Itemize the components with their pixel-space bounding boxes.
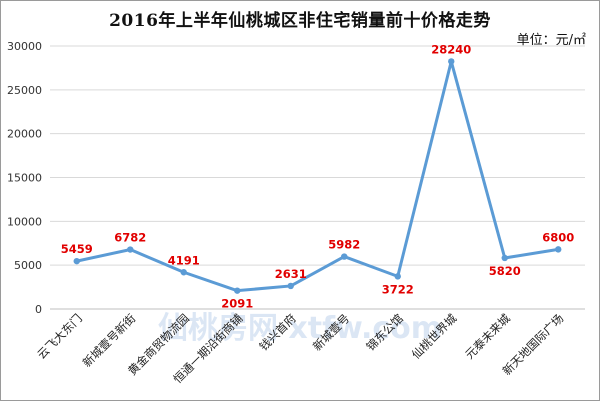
data-point (341, 253, 348, 260)
data-point (127, 246, 134, 253)
y-tick-label: 10000 (7, 215, 42, 228)
watermark-text: 仙桃房网 xtfw.com (158, 311, 442, 346)
data-point (394, 273, 401, 280)
data-point (234, 287, 241, 294)
data-point (448, 58, 455, 65)
data-label: 4191 (168, 253, 200, 267)
x-tick-label: 新城壹号新街 (80, 311, 139, 370)
series-line (76, 59, 559, 293)
x-tick-label: 元泰未来城 (462, 311, 513, 362)
y-tick-label: 20000 (7, 128, 42, 141)
y-tick-label: 30000 (7, 40, 42, 53)
data-point (555, 246, 562, 253)
data-label: 5820 (489, 264, 521, 278)
data-label: 5982 (328, 238, 360, 252)
x-tick-label: 云飞大东门 (34, 311, 85, 362)
y-tick-label: 15000 (7, 172, 42, 185)
y-tick-label: 0 (35, 303, 42, 316)
data-label: 6782 (114, 231, 146, 245)
y-tick-label: 25000 (7, 84, 42, 97)
data-label: 2631 (275, 267, 307, 281)
y-tick-label: 5000 (14, 259, 42, 272)
data-label: 6800 (542, 230, 574, 244)
data-point (501, 254, 508, 262)
data-point (287, 282, 294, 290)
data-point (73, 257, 80, 265)
unit-label: 单位：元/㎡ (516, 33, 586, 48)
chart-title: 2016年上半年仙桃城区非住宅销量前十价格走势 (109, 11, 491, 31)
data-label: 3722 (382, 282, 414, 296)
data-point (180, 269, 187, 276)
data-label: 28240 (431, 42, 471, 56)
data-label: 5459 (61, 242, 93, 256)
data-label: 2091 (221, 297, 253, 311)
